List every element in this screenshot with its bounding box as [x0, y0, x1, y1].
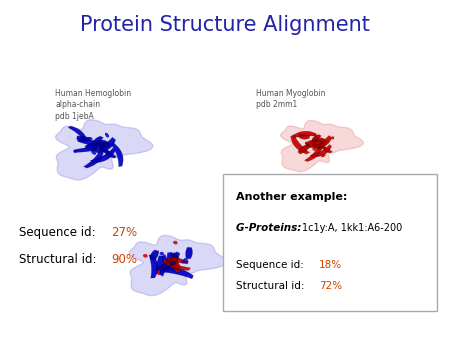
Polygon shape — [298, 134, 310, 139]
Polygon shape — [96, 140, 110, 147]
Polygon shape — [306, 140, 318, 145]
Polygon shape — [156, 256, 164, 270]
Polygon shape — [298, 144, 312, 154]
Polygon shape — [129, 235, 227, 296]
Text: Sequence id:: Sequence id: — [236, 260, 307, 269]
Polygon shape — [94, 137, 116, 153]
Polygon shape — [84, 149, 104, 168]
Text: Structural id:: Structural id: — [19, 253, 100, 266]
Text: Sequence id:: Sequence id: — [19, 226, 99, 239]
Polygon shape — [291, 135, 310, 154]
Polygon shape — [160, 256, 180, 276]
Polygon shape — [110, 143, 123, 167]
Text: Structural id:: Structural id: — [236, 281, 311, 291]
Polygon shape — [281, 121, 364, 172]
Polygon shape — [312, 135, 321, 143]
Polygon shape — [85, 143, 100, 149]
Text: 90%: 90% — [111, 253, 137, 266]
Text: Human Hemoglobin
alpha-chain
pdb 1jebA: Human Hemoglobin alpha-chain pdb 1jebA — [55, 89, 131, 121]
Polygon shape — [73, 147, 97, 152]
Text: 1c1y:A, 1kk1:A6-200: 1c1y:A, 1kk1:A6-200 — [302, 223, 403, 233]
Polygon shape — [99, 142, 110, 153]
FancyBboxPatch shape — [223, 174, 437, 312]
Polygon shape — [171, 252, 178, 264]
Polygon shape — [310, 144, 332, 157]
Polygon shape — [293, 131, 316, 138]
Polygon shape — [313, 135, 332, 149]
Polygon shape — [77, 138, 109, 147]
Polygon shape — [104, 149, 117, 158]
Polygon shape — [307, 145, 322, 148]
Polygon shape — [322, 145, 333, 153]
Polygon shape — [185, 247, 193, 259]
Polygon shape — [167, 252, 177, 270]
Polygon shape — [315, 138, 327, 144]
Polygon shape — [55, 120, 153, 180]
Polygon shape — [170, 256, 180, 272]
Polygon shape — [149, 255, 158, 278]
Polygon shape — [160, 268, 194, 279]
Polygon shape — [91, 143, 105, 149]
Polygon shape — [156, 261, 177, 275]
Polygon shape — [93, 136, 104, 146]
Polygon shape — [150, 250, 159, 261]
Text: G-Proteins:: G-Proteins: — [236, 223, 305, 233]
Text: Another example:: Another example: — [236, 192, 347, 202]
Polygon shape — [162, 259, 190, 270]
Text: Human Myoglobin
pdb 2mm1: Human Myoglobin pdb 2mm1 — [256, 89, 326, 110]
Polygon shape — [168, 258, 189, 264]
Polygon shape — [319, 142, 325, 150]
Text: 72%: 72% — [319, 281, 342, 291]
Polygon shape — [305, 145, 322, 162]
Text: 18%: 18% — [319, 260, 342, 269]
Polygon shape — [162, 251, 180, 270]
Text: 27%: 27% — [111, 226, 137, 239]
Polygon shape — [76, 136, 90, 142]
Text: Protein Structure Alignment: Protein Structure Alignment — [80, 15, 370, 35]
Polygon shape — [90, 148, 116, 163]
Polygon shape — [68, 126, 87, 142]
Polygon shape — [310, 140, 323, 145]
Polygon shape — [162, 254, 181, 273]
